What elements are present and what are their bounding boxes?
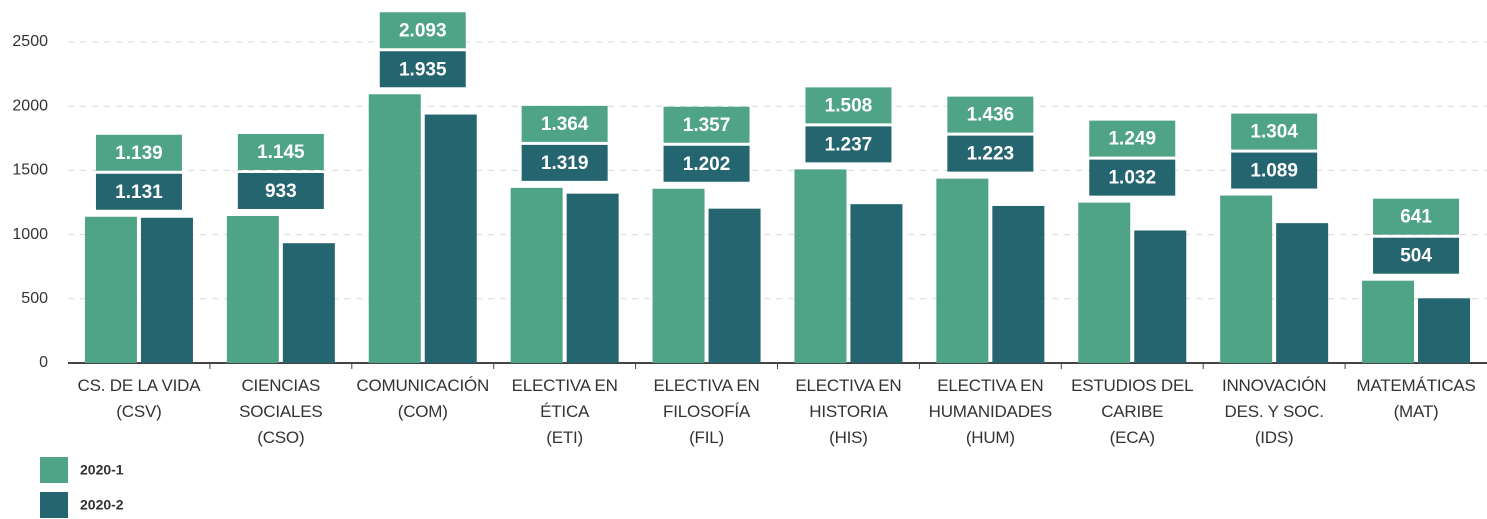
x-tick-label: ELECTIVA EN HUMANIDADES (HUM) xyxy=(929,376,1052,447)
bar xyxy=(510,187,563,363)
bar xyxy=(850,204,903,363)
x-tick-label: CIENCIAS SOCIALES (CSO) xyxy=(239,376,322,447)
bar xyxy=(1134,230,1187,363)
value-label-box xyxy=(805,126,892,163)
value-label: 933 xyxy=(265,181,297,202)
value-label: 2.093 xyxy=(399,20,447,41)
value-label: 1.089 xyxy=(1250,161,1298,182)
legend-swatch xyxy=(40,457,68,483)
value-label: 1.364 xyxy=(541,114,589,135)
value-label: 504 xyxy=(1400,246,1432,267)
bar xyxy=(424,114,477,364)
value-label-box xyxy=(1089,159,1176,196)
value-label-box xyxy=(805,87,892,124)
bar xyxy=(708,208,761,363)
value-label: 1.304 xyxy=(1250,122,1298,143)
value-label-box xyxy=(379,12,466,49)
value-label: 1.249 xyxy=(1108,129,1156,150)
bar xyxy=(1276,223,1329,363)
y-tick-label: 0 xyxy=(39,354,48,371)
value-label: 1.319 xyxy=(541,153,589,174)
value-label: 1.139 xyxy=(115,143,163,164)
value-label-box xyxy=(1373,198,1460,235)
bar xyxy=(226,215,279,363)
value-label: 1.508 xyxy=(825,95,873,116)
y-tick-label: 2000 xyxy=(12,97,48,114)
value-label-box xyxy=(947,96,1034,133)
y-tick-label: 2500 xyxy=(12,33,48,50)
value-label-box xyxy=(95,134,182,171)
bar xyxy=(140,217,193,363)
value-label-box xyxy=(521,105,608,142)
x-tick-label: ELECTIVA EN FILOSOFÍA (FIL) xyxy=(653,376,759,447)
value-label-box xyxy=(1089,120,1176,157)
x-tick-label: MATEMÁTICAS (MAT) xyxy=(1356,376,1475,421)
bar xyxy=(1418,298,1471,363)
bar xyxy=(1078,202,1131,363)
bar xyxy=(84,216,137,363)
y-tick-label: 500 xyxy=(21,290,48,307)
y-tick-label: 1500 xyxy=(12,162,48,179)
value-label-box xyxy=(663,145,750,182)
value-label-box xyxy=(663,106,750,143)
value-label-box xyxy=(237,133,324,170)
value-label: 1.237 xyxy=(825,134,873,155)
x-tick-label: ELECTIVA EN HISTORIA (HIS) xyxy=(795,376,901,447)
bar xyxy=(282,243,335,363)
x-tick-label: INNOVACIÓN DES. Y SOC. (IDS) xyxy=(1222,376,1326,447)
value-label-box xyxy=(237,172,324,209)
value-label: 1.436 xyxy=(967,105,1015,126)
value-label: 1.145 xyxy=(257,142,305,163)
value-label: 641 xyxy=(1400,207,1432,228)
bar xyxy=(992,205,1045,363)
value-label-box xyxy=(95,173,182,210)
value-label: 1.223 xyxy=(967,144,1015,165)
legend-swatch xyxy=(40,492,68,518)
x-tick-label: COMUNICACIÓN (COM) xyxy=(356,376,489,421)
value-label-box xyxy=(521,144,608,181)
value-label-box xyxy=(1231,152,1318,189)
value-label: 1.357 xyxy=(683,115,731,136)
value-label-box xyxy=(947,135,1034,172)
value-label: 1.202 xyxy=(683,154,731,175)
legend-label: 2020-1 xyxy=(80,462,124,478)
value-label-box xyxy=(379,51,466,88)
legend-label: 2020-2 xyxy=(80,497,124,513)
x-tick-label: ESTUDIOS DEL CARIBE (ECA) xyxy=(1071,376,1193,447)
value-label: 1.131 xyxy=(115,182,163,203)
bar xyxy=(1220,195,1273,363)
bar xyxy=(368,94,421,364)
value-label-box xyxy=(1373,237,1460,274)
bar xyxy=(794,169,847,363)
bar xyxy=(1362,280,1415,363)
bar xyxy=(652,188,705,363)
x-tick-label: CS. DE LA VIDA (CSV) xyxy=(78,376,202,421)
bar xyxy=(936,178,989,363)
bar xyxy=(566,193,619,363)
value-label: 1.032 xyxy=(1108,168,1156,189)
x-tick-label: ELECTIVA EN ÉTICA (ETI) xyxy=(512,376,618,447)
value-label-box xyxy=(1231,113,1318,150)
y-tick-label: 1000 xyxy=(12,226,48,243)
value-label: 1.935 xyxy=(399,59,447,80)
